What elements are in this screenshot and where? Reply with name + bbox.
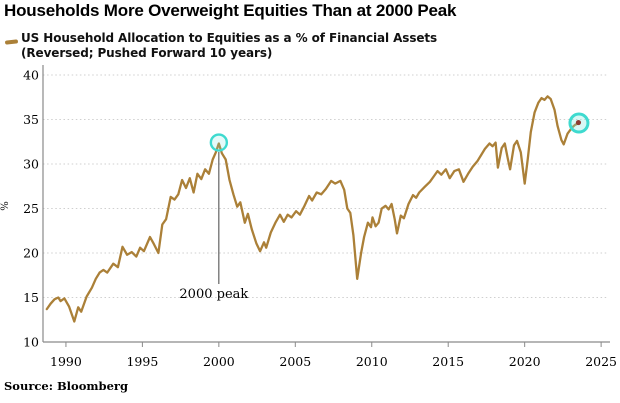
y-tick-label: 30 xyxy=(23,156,39,171)
end-point-dot xyxy=(575,119,582,126)
source-label: Source: Bloomberg xyxy=(4,379,129,393)
x-tick-label: 2005 xyxy=(279,354,311,369)
peak-annotation-label: 2000 peak xyxy=(179,287,248,302)
y-tick-label: 25 xyxy=(23,201,39,216)
series-line xyxy=(45,95,581,323)
legend-text: US Household Allocation to Equities as a… xyxy=(21,31,437,61)
x-tick-label: 1990 xyxy=(50,354,82,369)
y-tick-label: 35 xyxy=(23,112,39,127)
chart-title: Households More Overweight Equities Than… xyxy=(4,1,457,20)
y-axis-title: % xyxy=(0,201,11,211)
x-tick-label: 1995 xyxy=(126,354,158,369)
x-tick-label: 2020 xyxy=(509,354,541,369)
legend: US Household Allocation to Equities as a… xyxy=(4,31,437,61)
x-tick-label: 2025 xyxy=(585,354,617,369)
legend-label-line2: (Reversed; Pushed Forward 10 years) xyxy=(21,46,273,60)
x-tick-label: 2010 xyxy=(356,354,388,369)
y-tick-label: 15 xyxy=(23,290,39,305)
x-tick-label: 2015 xyxy=(432,354,464,369)
y-tick-label: 20 xyxy=(23,245,39,260)
y-tick-label: 10 xyxy=(23,334,39,349)
legend-label-line1: US Household Allocation to Equities as a… xyxy=(21,31,438,45)
x-tick-label: 2000 xyxy=(203,354,235,369)
peak-highlight-circle xyxy=(209,133,229,152)
y-tick-label: 40 xyxy=(23,67,39,82)
